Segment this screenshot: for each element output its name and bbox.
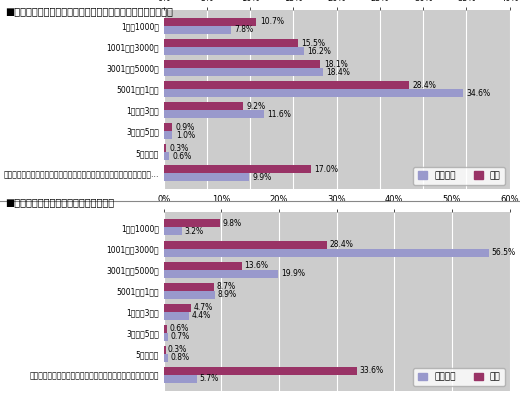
Bar: [164, 18, 256, 26]
Bar: [164, 152, 169, 160]
Text: 0.6%: 0.6%: [170, 324, 189, 333]
Text: 9.2%: 9.2%: [247, 102, 266, 111]
Text: 7.8%: 7.8%: [235, 26, 254, 35]
Text: 9.8%: 9.8%: [223, 219, 242, 228]
Text: 4.7%: 4.7%: [193, 303, 213, 312]
Text: 3.2%: 3.2%: [185, 227, 204, 236]
Text: 0.3%: 0.3%: [168, 346, 187, 354]
Text: 11.6%: 11.6%: [268, 110, 291, 119]
Text: 8.9%: 8.9%: [217, 290, 237, 299]
Bar: [164, 241, 328, 249]
Bar: [164, 249, 489, 256]
Bar: [164, 282, 214, 291]
Bar: [164, 367, 357, 375]
Bar: [164, 39, 298, 47]
Text: ■一ケ月でオフラインゲーム（パッケージゲーム）に使う金額: ■一ケ月でオフラインゲーム（パッケージゲーム）に使う金額: [5, 6, 173, 16]
Bar: [164, 375, 197, 383]
Text: ■一ケ月でオンラインゲームに使う金額: ■一ケ月でオンラインゲームに使う金額: [5, 197, 114, 208]
Text: 34.6%: 34.6%: [466, 89, 490, 98]
Bar: [164, 291, 215, 299]
Text: 10.7%: 10.7%: [260, 18, 284, 26]
Bar: [164, 89, 463, 97]
Bar: [164, 123, 172, 131]
Legend: タイトル, 全体: タイトル, 全体: [413, 368, 505, 386]
Text: 15.5%: 15.5%: [301, 39, 325, 48]
Bar: [164, 333, 168, 341]
Bar: [164, 102, 243, 110]
Text: 18.1%: 18.1%: [324, 59, 347, 69]
Bar: [164, 269, 279, 278]
Text: 19.9%: 19.9%: [281, 269, 305, 278]
Text: 13.6%: 13.6%: [244, 261, 268, 270]
Bar: [164, 131, 173, 139]
Bar: [164, 312, 189, 320]
Text: 28.4%: 28.4%: [330, 240, 354, 249]
Text: 28.4%: 28.4%: [413, 81, 437, 90]
Text: 9.9%: 9.9%: [253, 173, 272, 182]
Bar: [164, 219, 220, 228]
Bar: [164, 81, 409, 89]
Text: 0.7%: 0.7%: [170, 332, 189, 341]
Text: 5.7%: 5.7%: [199, 374, 218, 383]
Text: 8.7%: 8.7%: [216, 282, 236, 291]
Text: 17.0%: 17.0%: [314, 165, 338, 174]
Bar: [164, 173, 250, 182]
Bar: [164, 346, 165, 354]
Text: 0.9%: 0.9%: [175, 123, 194, 132]
Text: 18.4%: 18.4%: [327, 68, 350, 77]
Bar: [164, 110, 264, 118]
Text: 1.0%: 1.0%: [176, 131, 195, 140]
Bar: [164, 262, 242, 269]
Text: 33.6%: 33.6%: [360, 366, 384, 375]
Bar: [164, 228, 182, 235]
Text: 0.6%: 0.6%: [173, 152, 192, 161]
Bar: [164, 68, 323, 76]
Text: 16.2%: 16.2%: [307, 46, 331, 55]
Bar: [164, 26, 231, 34]
Bar: [164, 166, 311, 173]
Text: 0.3%: 0.3%: [170, 144, 189, 153]
Legend: タイトル, 全体: タイトル, 全体: [413, 167, 505, 185]
Text: 0.8%: 0.8%: [171, 353, 190, 362]
Text: 4.4%: 4.4%: [191, 311, 211, 320]
Bar: [164, 47, 304, 55]
Bar: [164, 325, 167, 333]
Bar: [164, 354, 168, 362]
Bar: [164, 144, 166, 152]
Bar: [164, 60, 320, 68]
Bar: [164, 304, 191, 312]
Text: 56.5%: 56.5%: [492, 248, 516, 257]
